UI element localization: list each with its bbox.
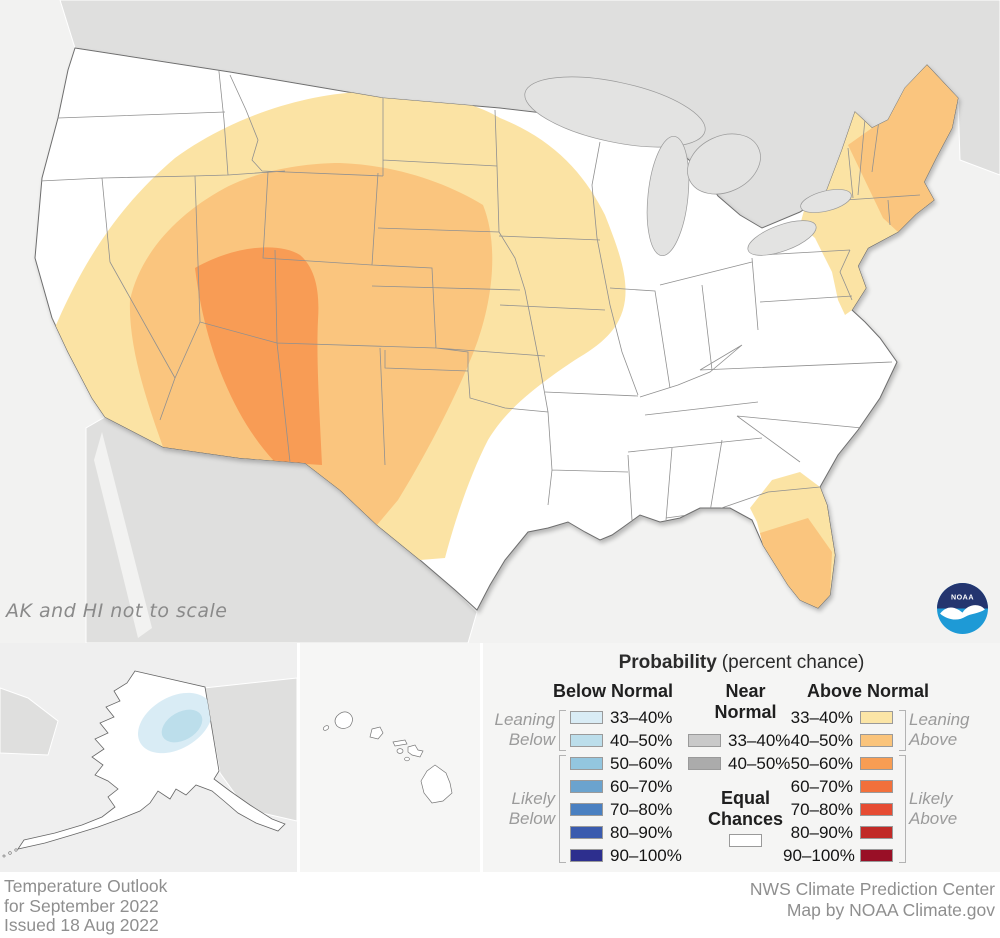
region-above-50-60-four-corners — [195, 247, 322, 465]
aleutian-islands — [2, 848, 18, 858]
lake-michigan — [646, 135, 690, 257]
bracket-leaning-below — [559, 710, 566, 751]
legend-row: 33–40% — [570, 706, 682, 729]
region-above-40-50-florida — [760, 518, 832, 608]
color-swatch — [570, 734, 603, 747]
conus-map — [0, 0, 1000, 643]
legend-header-above-normal: Above Normal — [806, 681, 930, 701]
color-swatch — [860, 780, 893, 793]
legend-rows-below: 33–40% 40–50% 50–60% 60–70% 70–80% 80–90… — [570, 706, 682, 867]
legend-title-bold: Probability — [618, 652, 717, 673]
legend-row: 60–70% — [570, 775, 682, 798]
color-swatch — [860, 757, 893, 770]
legend-row: 40–50% — [570, 729, 682, 752]
legend-row: 90–100% — [783, 844, 893, 867]
legend-row: 80–90% — [570, 821, 682, 844]
color-swatch — [860, 803, 893, 816]
island-niihau — [322, 725, 330, 731]
legend-rows-near: 33–40% 40–50% — [688, 729, 790, 775]
color-swatch — [570, 826, 603, 839]
bracket-likely-below — [559, 755, 566, 863]
footer-title: Temperature Outlook for September 2022 I… — [4, 876, 168, 936]
label-likely-below: Likely Below — [508, 789, 555, 828]
island-hawaii — [420, 764, 453, 804]
alaska-outline — [17, 670, 286, 850]
legend-row: 90–100% — [570, 844, 682, 867]
color-swatch — [688, 734, 721, 747]
ak-region-below-40-50 — [161, 709, 203, 743]
footer-title-line: Temperature Outlook — [4, 876, 168, 896]
color-swatch — [570, 849, 603, 862]
lake-superior — [524, 76, 706, 148]
label-leaning-below: Leaning Below — [494, 710, 555, 749]
alaska-inset-svg — [0, 643, 297, 872]
footer-title-line: for September 2022 — [4, 895, 159, 916]
conus-map-svg — [0, 0, 1000, 643]
legend-equal-chances: Equal Chances — [673, 788, 818, 847]
bracket-likely-above — [899, 755, 906, 863]
legend-row: 40–50% — [688, 752, 790, 775]
island-oahu — [369, 726, 384, 740]
legend-row: 40–50% — [783, 729, 893, 752]
noaa-logo-svg: NOAA — [937, 583, 988, 634]
footer-credit: NWS Climate Prediction Center Map by NOA… — [750, 879, 995, 921]
label-leaning-above: Leaning Above — [909, 710, 970, 749]
color-swatch — [570, 757, 603, 770]
island-kauai — [334, 711, 353, 729]
hawaii-ocean — [300, 643, 480, 872]
noaa-logo-text: NOAA — [951, 593, 974, 601]
probability-regions — [45, 65, 958, 608]
noaa-logo: NOAA — [936, 582, 989, 635]
legend-header-below-normal: Below Normal — [552, 681, 674, 701]
color-swatch — [860, 849, 893, 862]
island-molokai — [392, 739, 408, 747]
hawaii-islands — [322, 711, 453, 804]
russia-landmass — [0, 687, 59, 756]
island-lanai — [396, 748, 404, 754]
state-borders — [39, 61, 921, 521]
color-swatch — [860, 711, 893, 724]
footer-credit-line: Map by NOAA Climate.gov — [786, 900, 995, 920]
alaska-inset — [0, 643, 297, 872]
noaa-seagull-icon — [940, 605, 985, 620]
scale-note: AK and HI not to scale — [6, 600, 228, 622]
color-swatch — [860, 826, 893, 839]
lake-huron — [687, 133, 761, 195]
color-swatch-equal-chances — [729, 834, 762, 847]
label-likely-above: Likely Above — [909, 789, 958, 828]
legend-rows-above: 33–40% 40–50% 50–60% 60–70% 70–80% 80–90… — [783, 706, 893, 867]
footer-credit-line: NWS Climate Prediction Center — [749, 879, 995, 899]
color-swatch — [570, 711, 603, 724]
legend-row: 70–80% — [570, 798, 682, 821]
legend: Probability (percent chance) Below Normal… — [483, 643, 1000, 872]
legend-row: 60–70% — [783, 775, 893, 798]
color-swatch — [570, 780, 603, 793]
lake-erie — [747, 220, 817, 256]
legend-row: 70–80% — [783, 798, 893, 821]
legend-row: 50–60% — [570, 752, 682, 775]
island-kahoolawe — [404, 756, 410, 762]
region-above-40-50-new-england — [848, 65, 958, 232]
lake-ontario — [800, 189, 852, 213]
bracket-leaning-above — [899, 710, 906, 751]
hawaii-inset-svg — [300, 643, 480, 872]
legend-row: 33–40% — [688, 729, 790, 752]
alaska-below-normal-regions — [138, 692, 212, 754]
legend-header-near-normal: Near Normal — [714, 681, 777, 722]
color-swatch — [860, 734, 893, 747]
legend-row: 80–90% — [783, 821, 893, 844]
noaa-logo-top — [937, 583, 988, 609]
legend-row: 50–60% — [783, 752, 893, 775]
legend-title: Probability (percent chance) — [483, 652, 1000, 674]
footer-title-line: Issued 18 Aug 2022 — [4, 915, 159, 935]
island-maui — [407, 744, 424, 758]
legend-row: 33–40% — [783, 706, 893, 729]
color-swatch — [688, 757, 721, 770]
hawaii-inset — [300, 643, 480, 872]
color-swatch — [570, 803, 603, 816]
gulf-of-california — [94, 432, 152, 638]
legend-title-rest: (percent chance) — [721, 652, 865, 673]
great-lakes — [524, 76, 852, 257]
